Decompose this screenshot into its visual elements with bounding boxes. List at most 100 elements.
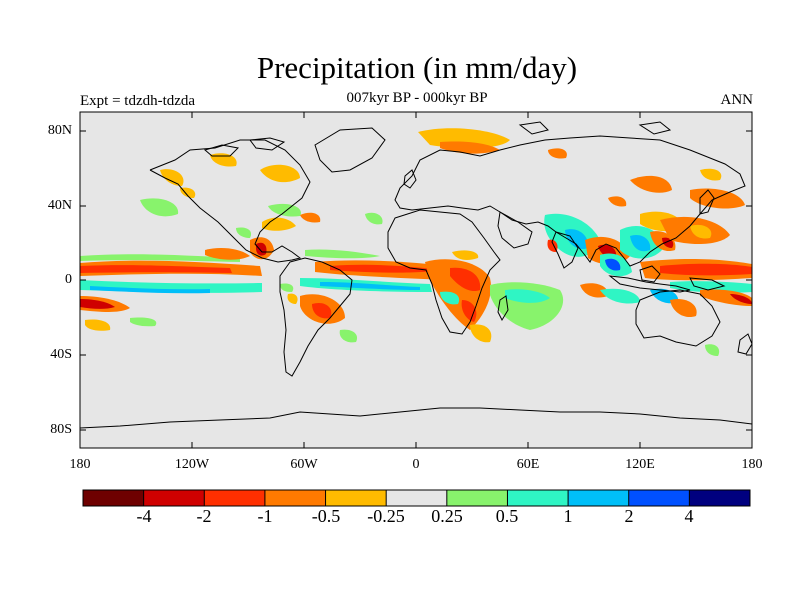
colorbar-label: 0.5	[495, 506, 519, 526]
anomaly-blob	[470, 324, 492, 343]
anomaly-blob	[160, 169, 184, 186]
coastline-arabia	[497, 211, 533, 249]
colorbar-label: -2	[196, 506, 212, 526]
anomaly-blob	[312, 302, 332, 319]
anomaly-blob	[305, 249, 380, 259]
anomaly-blob	[690, 224, 712, 239]
coastline-new-zealand	[737, 333, 752, 355]
anomaly-blob	[339, 329, 358, 343]
anomaly-blob	[450, 267, 481, 292]
coastline-borneo	[639, 265, 661, 283]
anomaly-blob	[365, 212, 383, 225]
coastline-indonesia	[608, 275, 691, 293]
colorbar-box	[82, 489, 751, 507]
colorbar-label: -4	[136, 506, 152, 526]
map-subtitle: 007kyr BP - 000kyr BP	[346, 90, 488, 106]
lon-label-180e: 180	[741, 457, 763, 472]
coastline-madagascar	[497, 295, 509, 322]
anomaly-blob	[260, 164, 300, 183]
lat-label-0: 0	[65, 272, 72, 287]
coastline-india	[551, 231, 579, 269]
anomaly-blob	[280, 283, 294, 292]
coastline-australia	[635, 289, 721, 347]
anomaly-blob	[670, 281, 752, 293]
anomaly-blob	[85, 319, 111, 331]
anomaly-blob	[320, 282, 420, 290]
anomaly-blob	[505, 289, 550, 303]
colorbar-label: 4	[684, 506, 694, 526]
map-title: Precipitation (in mm/day)	[256, 50, 578, 85]
anomaly-blob	[210, 153, 237, 167]
coastline-arctic-islands	[203, 121, 672, 157]
colorbar-swatch	[507, 490, 569, 506]
lon-label-120e: 120E	[625, 457, 655, 472]
colorbar-label: -1	[257, 506, 273, 526]
anomaly-blob	[600, 288, 640, 304]
lon-label-60e: 60E	[516, 457, 540, 472]
colorbar-swatch	[628, 490, 690, 506]
coastlines	[80, 121, 752, 429]
anomaly-blob	[80, 254, 240, 262]
anomaly-blob	[565, 229, 589, 250]
anomaly-blob	[300, 212, 321, 223]
lon-label-0: 0	[412, 457, 420, 472]
anomaly-blob	[700, 289, 752, 306]
anomaly-blob	[630, 234, 651, 252]
axis-ticks	[80, 112, 752, 448]
colorbar-label: 1	[563, 506, 573, 526]
anomaly-blob	[140, 198, 179, 217]
anomaly-blob	[650, 288, 679, 304]
colorbar	[82, 489, 751, 507]
anomaly-field	[80, 128, 752, 356]
colorbar-swatch	[264, 490, 327, 506]
colorbar-swatch	[83, 490, 145, 506]
coastline-new-guinea	[689, 277, 726, 291]
anomaly-blob	[440, 291, 460, 305]
lat-label-40s: 40S	[50, 347, 72, 362]
coastline-south-america	[279, 257, 353, 377]
anomaly-blob	[730, 294, 752, 304]
map-background	[80, 112, 752, 448]
colorbar-swatch	[325, 490, 387, 506]
lon-label-60w: 60W	[290, 457, 318, 472]
coastline-uk	[403, 169, 417, 189]
anomaly-blob	[705, 344, 720, 356]
colorbar-swatch	[689, 490, 751, 506]
colorbar-label: -0.5	[311, 506, 341, 526]
anomaly-blob	[548, 148, 567, 159]
anomaly-blob	[236, 227, 252, 238]
colorbar-label: 2	[624, 506, 634, 526]
anomaly-blob	[690, 188, 745, 209]
coastline-africa	[387, 209, 501, 335]
anomaly-blob	[330, 264, 440, 273]
anomaly-blob	[452, 250, 479, 260]
lat-label-80s: 80S	[50, 422, 72, 437]
colorbar-label: 0.25	[431, 506, 463, 526]
coastline-greenland	[314, 127, 386, 173]
anomaly-blob	[630, 175, 672, 193]
colorbar-swatch	[446, 490, 508, 506]
colorbar-label: -0.25	[367, 506, 405, 526]
anomaly-blob	[80, 299, 115, 309]
colorbar-swatch	[568, 490, 630, 506]
coastline-north-america	[149, 139, 311, 263]
anomaly-blob	[461, 300, 477, 322]
anomaly-blob	[80, 265, 232, 273]
anomaly-blob	[605, 258, 621, 271]
anomaly-blob	[608, 196, 627, 207]
anomaly-blob	[700, 168, 722, 181]
anomaly-blob	[660, 263, 752, 276]
lon-label-120w: 120W	[174, 457, 210, 472]
colorbar-swatch	[386, 490, 448, 506]
anomaly-blob	[268, 203, 301, 217]
lon-label-180w: 180	[69, 457, 91, 472]
lat-label-80n: 80N	[47, 123, 72, 138]
experiment-label: Expt = tdzdh-tdzda	[80, 93, 196, 109]
anomaly-blob	[580, 283, 609, 298]
lat-label-40n: 40N	[47, 198, 72, 213]
anomaly-blob	[670, 298, 697, 318]
anomaly-blob	[440, 141, 500, 154]
anomaly-blob	[262, 217, 296, 231]
coastline-japan	[699, 189, 715, 215]
